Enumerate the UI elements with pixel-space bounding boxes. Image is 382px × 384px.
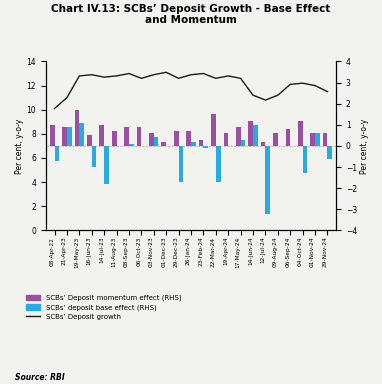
- Bar: [323, 133, 327, 146]
- Bar: [203, 146, 208, 148]
- Bar: [327, 146, 332, 159]
- SCBs’ Deposit growth: [251, 93, 255, 98]
- SCBs’ Deposit growth: [176, 76, 181, 81]
- Bar: [79, 123, 84, 146]
- Bar: [50, 125, 55, 146]
- Bar: [191, 142, 196, 146]
- Bar: [179, 146, 183, 182]
- SCBs’ Deposit growth: [201, 71, 206, 76]
- SCBs’ Deposit growth: [52, 106, 57, 111]
- Bar: [241, 139, 245, 146]
- Text: Source: RBI: Source: RBI: [15, 373, 65, 382]
- Bar: [186, 131, 191, 146]
- Bar: [154, 137, 159, 146]
- SCBs’ Deposit growth: [313, 83, 317, 88]
- Bar: [162, 142, 166, 146]
- SCBs’ Deposit growth: [89, 73, 94, 77]
- SCBs’ Deposit growth: [77, 74, 82, 78]
- Bar: [124, 127, 129, 146]
- Bar: [55, 146, 59, 161]
- SCBs’ Deposit growth: [189, 73, 193, 77]
- Bar: [310, 133, 315, 146]
- SCBs’ Deposit growth: [102, 75, 107, 79]
- Bar: [99, 125, 104, 146]
- SCBs’ Deposit growth: [127, 71, 131, 76]
- Bar: [236, 127, 241, 146]
- Bar: [216, 146, 220, 182]
- Bar: [315, 133, 320, 146]
- Bar: [211, 114, 216, 146]
- Bar: [92, 146, 97, 167]
- Bar: [74, 110, 79, 146]
- Bar: [67, 127, 72, 146]
- Bar: [137, 127, 141, 146]
- Y-axis label: Per cent, y-o-y: Per cent, y-o-y: [360, 118, 369, 174]
- SCBs’ Deposit growth: [288, 82, 293, 87]
- SCBs’ Deposit growth: [214, 76, 218, 81]
- Bar: [112, 131, 117, 146]
- Line: SCBs’ Deposit growth: SCBs’ Deposit growth: [55, 72, 327, 109]
- Bar: [223, 133, 228, 146]
- Text: Chart IV.13: SCBs’ Deposit Growth - Base Effect
and Momentum: Chart IV.13: SCBs’ Deposit Growth - Base…: [51, 4, 331, 25]
- Bar: [129, 144, 134, 146]
- Bar: [265, 146, 270, 214]
- Bar: [149, 133, 154, 146]
- Bar: [303, 146, 308, 174]
- Bar: [104, 146, 109, 184]
- Bar: [199, 139, 203, 146]
- Bar: [248, 121, 253, 146]
- Bar: [285, 129, 290, 146]
- Y-axis label: Per cent, y-o-y: Per cent, y-o-y: [15, 118, 24, 174]
- SCBs’ Deposit growth: [275, 93, 280, 98]
- Bar: [298, 121, 303, 146]
- Bar: [62, 127, 67, 146]
- SCBs’ Deposit growth: [226, 74, 230, 78]
- Bar: [253, 125, 258, 146]
- SCBs’ Deposit growth: [152, 73, 156, 77]
- SCBs’ Deposit growth: [114, 74, 119, 78]
- SCBs’ Deposit growth: [325, 89, 330, 94]
- SCBs’ Deposit growth: [300, 81, 305, 86]
- Bar: [174, 131, 179, 146]
- Bar: [87, 136, 92, 146]
- Legend: SCBs’ Deposit momentum effect (RHS), SCBs’ deposit base effect (RHS), SCBs’ Depo: SCBs’ Deposit momentum effect (RHS), SCB…: [26, 295, 181, 320]
- Bar: [261, 142, 265, 146]
- SCBs’ Deposit growth: [164, 70, 168, 74]
- SCBs’ Deposit growth: [65, 95, 69, 100]
- Bar: [273, 133, 278, 146]
- SCBs’ Deposit growth: [139, 76, 144, 81]
- SCBs’ Deposit growth: [263, 98, 268, 103]
- SCBs’ Deposit growth: [238, 76, 243, 81]
